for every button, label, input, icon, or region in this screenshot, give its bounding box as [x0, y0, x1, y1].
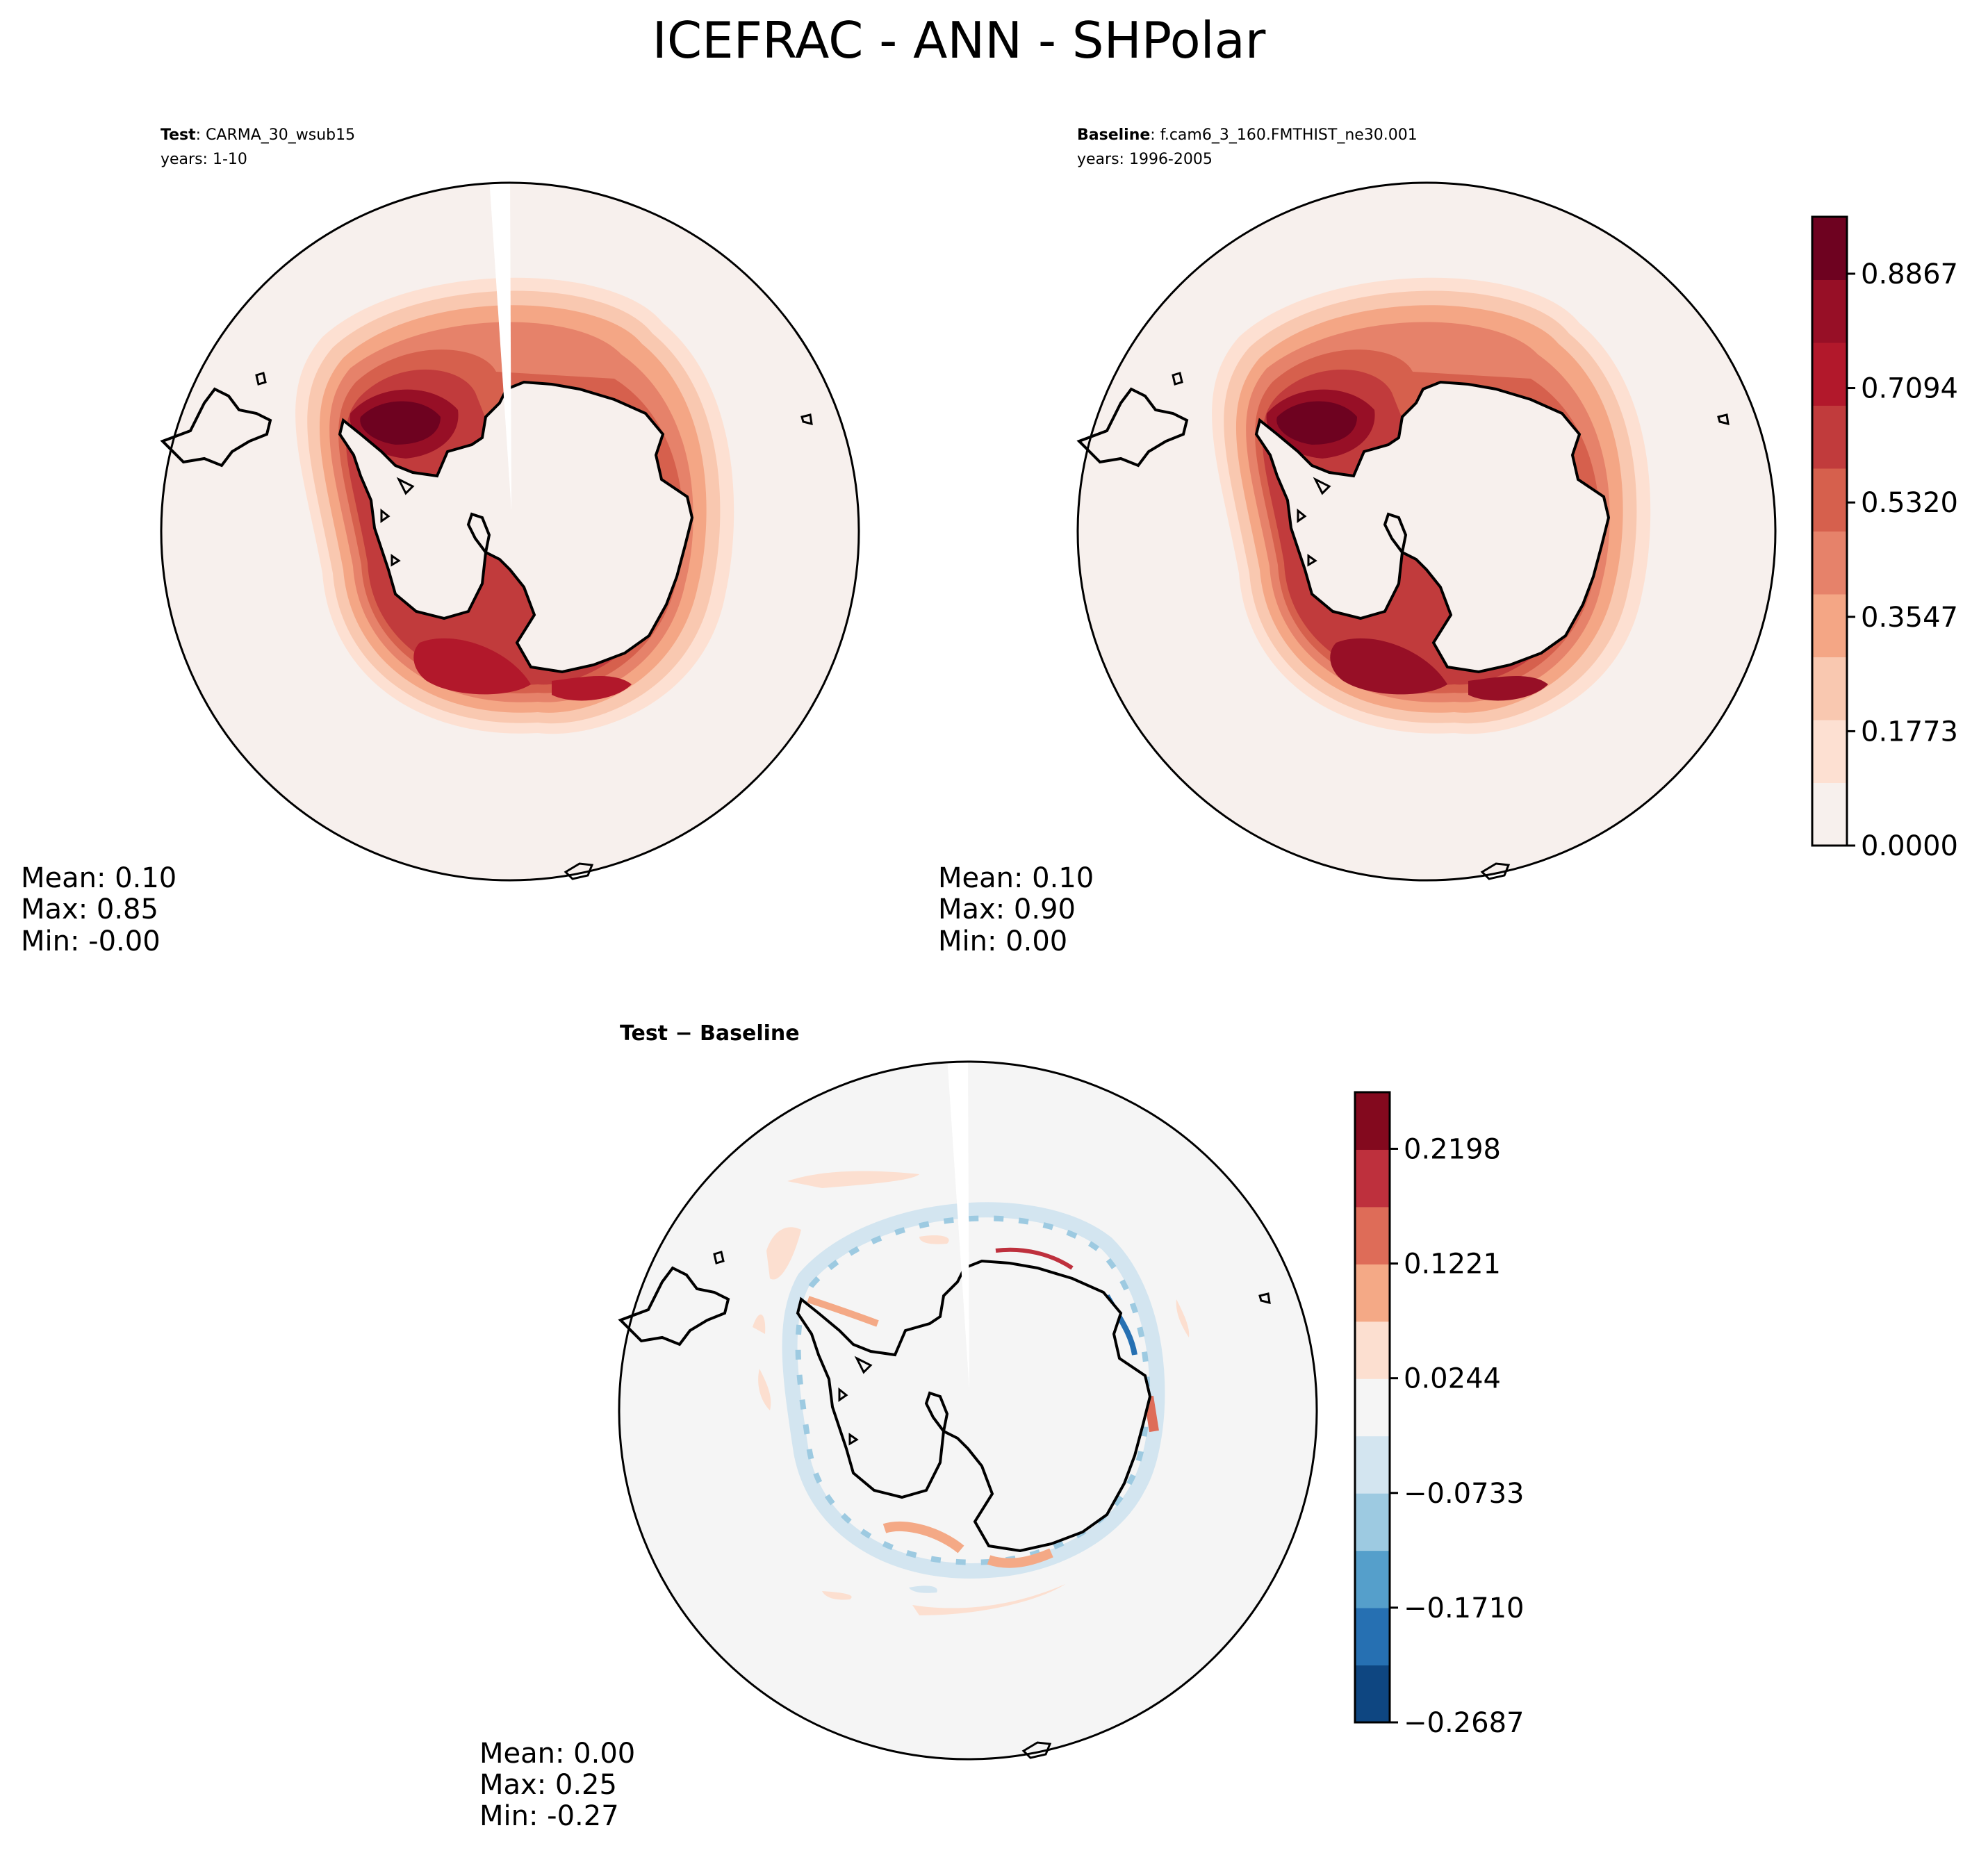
diff-colorbar-swatch	[1355, 1149, 1390, 1208]
main-colorbar-tick-label: 0.3547	[1861, 602, 1958, 634]
main-colorbar-tick-label: 0.5320	[1861, 487, 1958, 519]
main-colorbar-swatch	[1812, 468, 1847, 532]
diff-colorbar-swatch	[1355, 1378, 1390, 1437]
main-colorbar-tick-label: 0.8867	[1861, 258, 1958, 290]
diff-map	[618, 1056, 1318, 1761]
main-colorbar-swatch	[1812, 594, 1847, 657]
baseline-years: years: 1996-2005	[1077, 151, 1213, 168]
main-colorbar-ticks: 0.0000 0.1773 0.3547 0.5320 0.7094 0.8867	[1847, 258, 1958, 862]
baseline-mean: Mean: 0.10	[938, 862, 1094, 894]
test-label-bold: Test	[161, 126, 196, 144]
main-colorbar: 0.0000 0.1773 0.3547 0.5320 0.7094 0.8867	[1811, 215, 1958, 862]
diff-min: Min: -0.27	[479, 1800, 619, 1832]
test-map-border	[160, 181, 860, 882]
diff-colorbar-swatch	[1355, 1092, 1390, 1150]
diff-colorbar-ticks: −0.2687 −0.1710 −0.0733 0.0244 0.1221 0.2198	[1390, 1133, 1524, 1739]
diff-colorbar-tick-label: −0.0733	[1404, 1478, 1524, 1510]
diff-colorbar-swatch	[1355, 1608, 1390, 1666]
baseline-min: Min: 0.00	[938, 925, 1067, 957]
test-missing-wedge	[489, 177, 511, 511]
diff-colorbar-swatches	[1355, 1092, 1390, 1723]
diff-colorbar-swatch	[1355, 1665, 1390, 1723]
diff-colorbar-tick-label: −0.2687	[1404, 1707, 1524, 1739]
main-colorbar-swatch	[1812, 343, 1847, 406]
main-colorbar-swatch	[1812, 405, 1847, 469]
diff-colorbar-tick-label: 0.1221	[1404, 1249, 1501, 1280]
baseline-panel: Baseline: f.cam6_3_160.FMTHIST_ne30.001 …	[938, 126, 1958, 957]
main-colorbar-tick-label: 0.0000	[1861, 830, 1958, 862]
test-panel: Test: CARMA_30_wsub15 years: 1-10	[21, 126, 860, 957]
diff-colorbar-swatch	[1355, 1264, 1390, 1322]
diff-missing-wedge	[947, 1056, 969, 1390]
main-colorbar-swatch	[1812, 217, 1847, 280]
main-colorbar-swatch	[1812, 279, 1847, 343]
main-colorbar-swatch	[1812, 657, 1847, 720]
main-colorbar-tick-label: 0.1773	[1861, 716, 1958, 748]
diff-title: Test − Baseline	[620, 1021, 800, 1046]
figure-title: ICEFRAC - ANN - SHPolar	[652, 11, 1266, 69]
diff-colorbar-swatch	[1355, 1435, 1390, 1494]
test-map	[160, 177, 860, 882]
diff-colorbar-swatch	[1355, 1206, 1390, 1265]
diff-colorbar-swatch	[1355, 1493, 1390, 1551]
baseline-map-border	[1076, 181, 1777, 882]
diff-colorbar-tick-label: −0.1710	[1404, 1592, 1524, 1624]
test-min: Min: -0.00	[21, 925, 161, 957]
test-mean: Mean: 0.10	[21, 862, 176, 894]
diff-max: Max: 0.25	[479, 1769, 617, 1801]
main-colorbar-swatches	[1812, 217, 1847, 846]
baseline-max: Max: 0.90	[938, 893, 1076, 925]
main-colorbar-swatch	[1812, 782, 1847, 846]
diff-colorbar-tick-label: 0.0244	[1404, 1363, 1501, 1395]
test-years: years: 1-10	[161, 151, 247, 168]
diff-panel: Test − Baseline	[479, 1021, 1524, 1832]
test-label-case: : CARMA_30_wsub15	[196, 126, 356, 144]
test-max: Max: 0.85	[21, 893, 158, 925]
main-colorbar-swatch	[1812, 720, 1847, 783]
diff-map-border	[618, 1060, 1318, 1761]
diff-colorbar-tick-label: 0.2198	[1404, 1133, 1501, 1165]
baseline-label-bold: Baseline	[1077, 126, 1150, 144]
main-colorbar-swatch	[1812, 531, 1847, 595]
diff-colorbar-frame	[1354, 1091, 1391, 1724]
baseline-map	[1076, 181, 1777, 882]
test-label: Test: CARMA_30_wsub15	[161, 126, 355, 144]
diff-colorbar: −0.2687 −0.1710 −0.0733 0.0244 0.1221 0.2198	[1354, 1091, 1524, 1739]
diff-mean: Mean: 0.00	[479, 1738, 635, 1770]
main-colorbar-frame	[1811, 215, 1848, 847]
diff-colorbar-swatch	[1355, 1321, 1390, 1379]
baseline-label-case: : f.cam6_3_160.FMTHIST_ne30.001	[1150, 126, 1418, 144]
main-colorbar-tick-label: 0.7094	[1861, 373, 1958, 405]
diff-colorbar-swatch	[1355, 1550, 1390, 1608]
baseline-label: Baseline: f.cam6_3_160.FMTHIST_ne30.001	[1077, 126, 1418, 144]
